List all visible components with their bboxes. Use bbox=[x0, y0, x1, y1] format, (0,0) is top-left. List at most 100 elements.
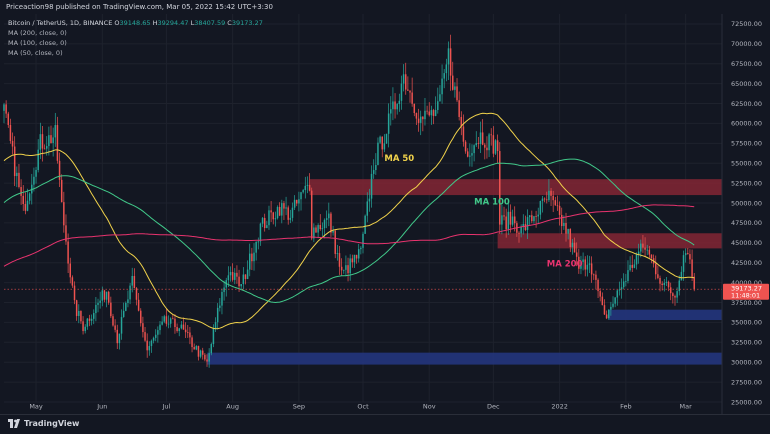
candle bbox=[464, 140, 467, 154]
candle bbox=[449, 34, 452, 91]
candle bbox=[80, 310, 82, 324]
candle bbox=[28, 192, 31, 205]
price-tick-label: 62500.00 bbox=[731, 100, 762, 108]
candle bbox=[338, 246, 341, 275]
last-price-value: 39173.27 bbox=[731, 285, 762, 293]
time-tick-label: Dec bbox=[487, 403, 500, 411]
chart-grid bbox=[4, 14, 722, 403]
candle bbox=[195, 345, 198, 351]
candle bbox=[122, 302, 125, 318]
candle bbox=[513, 206, 516, 232]
candle bbox=[575, 242, 578, 267]
time-tick-label: Sep bbox=[293, 403, 305, 411]
candle bbox=[687, 247, 689, 255]
candle bbox=[56, 116, 59, 164]
candle bbox=[330, 211, 332, 237]
candle bbox=[680, 266, 683, 281]
candle bbox=[334, 229, 336, 259]
candle bbox=[268, 205, 270, 230]
candle bbox=[11, 132, 14, 155]
time-tick-label: Feb bbox=[620, 403, 632, 411]
candle bbox=[678, 275, 681, 296]
candle bbox=[584, 256, 586, 277]
candle bbox=[101, 286, 104, 307]
candle bbox=[178, 327, 180, 337]
candle bbox=[349, 254, 351, 281]
candle bbox=[646, 244, 648, 255]
time-tick-label: Jun bbox=[96, 403, 107, 411]
candle bbox=[283, 200, 285, 220]
candle bbox=[244, 274, 247, 285]
time-tick-label: May bbox=[29, 403, 43, 411]
candle bbox=[99, 291, 101, 309]
candle bbox=[618, 281, 621, 296]
time-axis[interactable]: May Jun Jul Aug Sep Oct Nov Dec 2022 Feb Mar bbox=[29, 403, 692, 411]
candle bbox=[248, 243, 251, 277]
candle bbox=[291, 202, 294, 222]
candle bbox=[193, 343, 195, 350]
candle bbox=[165, 309, 168, 327]
candle bbox=[206, 354, 208, 367]
resistance-zone bbox=[497, 233, 722, 249]
candle bbox=[385, 133, 388, 144]
candle bbox=[140, 308, 142, 327]
candle bbox=[481, 119, 484, 146]
candle bbox=[565, 212, 567, 242]
candle bbox=[75, 299, 78, 321]
candle bbox=[39, 122, 42, 159]
candle bbox=[105, 291, 108, 308]
candle bbox=[458, 91, 460, 121]
indicator-ma200[interactable]: MA (200, close, 0) bbox=[8, 29, 67, 37]
candle bbox=[552, 190, 554, 213]
candlestick-series bbox=[3, 34, 695, 368]
candle bbox=[274, 211, 277, 227]
price-tick-label: 52500.00 bbox=[731, 179, 762, 187]
candle bbox=[261, 217, 264, 228]
candle bbox=[622, 273, 625, 290]
candle bbox=[610, 301, 612, 316]
time-tick-label: Mar bbox=[680, 403, 693, 411]
candle bbox=[219, 298, 221, 312]
candle bbox=[298, 191, 300, 212]
indicator-ma50[interactable]: MA (50, close, 0) bbox=[8, 49, 63, 57]
candle bbox=[242, 267, 245, 290]
candle bbox=[146, 333, 148, 358]
candle bbox=[103, 289, 106, 303]
candle bbox=[144, 326, 146, 342]
candle bbox=[684, 248, 687, 263]
candle bbox=[78, 304, 80, 324]
price-axis[interactable]: 72500.00 70000.00 67500.00 65000.00 62500.00… bbox=[721, 0, 770, 414]
candle bbox=[404, 62, 407, 95]
candle bbox=[180, 320, 183, 330]
candle bbox=[304, 176, 307, 199]
candle bbox=[377, 137, 379, 166]
candle bbox=[90, 314, 93, 326]
candle bbox=[9, 118, 12, 144]
candle bbox=[627, 260, 629, 284]
candle bbox=[667, 280, 670, 292]
candle bbox=[24, 192, 27, 215]
indicator-ma100[interactable]: MA (100, close, 0) bbox=[8, 39, 67, 47]
candle bbox=[484, 142, 486, 160]
candle bbox=[157, 326, 159, 343]
resistance-zone bbox=[309, 179, 722, 196]
candle bbox=[227, 266, 230, 288]
candle bbox=[315, 225, 317, 233]
candle bbox=[308, 173, 311, 192]
candle bbox=[240, 283, 242, 290]
candle bbox=[3, 102, 5, 124]
candle bbox=[69, 257, 71, 284]
candle bbox=[672, 292, 674, 304]
candle bbox=[586, 255, 589, 277]
candle bbox=[360, 246, 362, 255]
candle bbox=[35, 166, 37, 184]
candle bbox=[533, 215, 535, 224]
candle bbox=[588, 255, 591, 274]
candle bbox=[281, 199, 283, 224]
candle bbox=[187, 324, 189, 338]
candle bbox=[204, 352, 206, 362]
candle bbox=[154, 329, 157, 342]
candle bbox=[150, 339, 153, 353]
candle bbox=[97, 298, 99, 313]
